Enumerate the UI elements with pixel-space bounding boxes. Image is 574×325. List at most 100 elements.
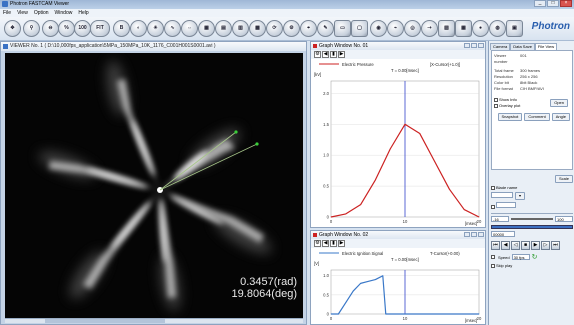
menu-option[interactable]: Option — [33, 10, 49, 16]
graph2-plot[interactable]: Electric Ignition Signal T-Cursor(+0.00) T… — [311, 248, 485, 324]
graph2-toolbar: ⚙ ◀ ▮ ▶ — [311, 239, 485, 248]
maximize-button[interactable]: □ — [547, 0, 559, 7]
graph-next-icon[interactable]: ▶ — [338, 51, 345, 58]
fit-button[interactable]: FIT — [90, 20, 110, 37]
snapshot-button[interactable]: Snapshot — [497, 113, 523, 121]
viewer-scrollbar[interactable] — [5, 318, 303, 323]
loop-checkbox[interactable] — [491, 255, 495, 259]
b-button[interactable]: B — [113, 20, 130, 37]
blade-checkbox[interactable] — [491, 185, 495, 190]
data-point — [345, 302, 347, 303]
chart-icon[interactable]: ▨ — [438, 20, 455, 37]
data-point — [389, 148, 391, 150]
step-back-icon[interactable]: ◀ — [501, 241, 510, 250]
repeat-icon[interactable]: ↻ — [531, 254, 538, 261]
info-row: Resolution 256 x 256 — [494, 74, 570, 80]
measure-icon[interactable]: ⌖ — [300, 20, 317, 37]
menu-help[interactable]: Help — [78, 10, 89, 16]
menu-window[interactable]: Window — [54, 10, 73, 16]
stop-icon[interactable]: ■ — [521, 241, 530, 250]
scale-button[interactable]: Scale — [554, 175, 573, 183]
frame-progress-bar[interactable] — [491, 225, 573, 229]
table-icon[interactable]: ▦ — [455, 20, 472, 37]
graph-prev-icon[interactable]: ◀ — [322, 51, 329, 58]
graph-settings-icon[interactable]: ⚙ — [314, 51, 321, 58]
track-icon[interactable]: ◎ — [404, 20, 421, 37]
current-frame-field[interactable]: 00000 — [491, 231, 515, 237]
x-tick-label: 10 — [403, 316, 408, 321]
contrast-icon[interactable]: ◐ — [130, 20, 147, 37]
last-frame-icon[interactable]: ⏭ — [551, 241, 560, 250]
blade-select[interactable] — [491, 192, 513, 198]
pen-icon[interactable]: ✎ — [317, 20, 334, 37]
play-reverse-icon[interactable]: ◁ — [511, 241, 520, 250]
comment-button[interactable]: Comment — [524, 113, 550, 121]
step-forward-icon[interactable]: ▷ — [541, 241, 550, 250]
graph2-close[interactable] — [478, 232, 484, 237]
spray-image[interactable]: 0.3457(rad) 19.8064(deg) — [5, 53, 303, 320]
menu-file[interactable]: File — [3, 10, 12, 16]
grid-icon[interactable]: ▤ — [215, 20, 232, 37]
graph2-minimize[interactable] — [464, 232, 470, 237]
graph1-maximize[interactable] — [471, 43, 477, 48]
end-frame-field[interactable]: 100 — [555, 216, 573, 222]
tab-camera[interactable]: Camera — [490, 43, 511, 50]
zoom-out-icon[interactable]: ⊖ — [42, 20, 59, 37]
show-info-checkbox[interactable] — [494, 97, 498, 102]
zoom-100-button[interactable]: 100 — [74, 20, 91, 37]
graph-settings-icon[interactable]: ⚙ — [314, 240, 321, 247]
graph1-minimize[interactable] — [464, 43, 470, 48]
minimize-button[interactable]: _ — [534, 0, 546, 7]
open-button[interactable]: Open — [550, 99, 568, 107]
curve-icon[interactable]: ∿ — [164, 20, 181, 37]
data-point — [419, 133, 421, 134]
tab-file-view[interactable]: File View — [534, 43, 558, 50]
frame-icon[interactable]: ▣ — [506, 20, 523, 37]
color-icon[interactable]: ▩ — [249, 20, 266, 37]
graph-pause-icon[interactable]: ▮ — [330, 240, 337, 247]
dot-icon[interactable]: ◍ — [489, 20, 506, 37]
play-icon[interactable]: ▶ — [531, 241, 540, 250]
display-icon[interactable]: ▦ — [198, 20, 215, 37]
close-button[interactable]: × — [560, 0, 572, 7]
skip-play-checkbox[interactable] — [491, 263, 495, 268]
tab-data-save[interactable]: Data Save — [510, 43, 535, 50]
graph-prev-icon[interactable]: ◀ — [322, 240, 329, 247]
frame-range-track[interactable] — [511, 218, 553, 220]
brightness-icon[interactable]: ☀ — [147, 20, 164, 37]
menu-view[interactable]: View — [17, 10, 28, 16]
graph1-close[interactable] — [478, 43, 484, 48]
graph1-title: Graph Window No. 01 — [319, 43, 369, 49]
first-frame-icon[interactable]: ⏮ — [491, 241, 500, 250]
record-icon[interactable]: ● — [472, 20, 489, 37]
green-circle-icon[interactable]: ◉ — [370, 20, 387, 37]
arrow-icon[interactable]: ⇢ — [421, 20, 438, 37]
action-buttons: Snapshot Comment Angle — [494, 113, 570, 121]
zoom-percent-button[interactable]: % — [58, 20, 75, 37]
graph-next-icon[interactable]: ▶ — [338, 240, 345, 247]
start-frame-field[interactable]: -16 — [491, 216, 509, 222]
graph2-maximize[interactable] — [471, 232, 477, 237]
angle-button[interactable]: Angle — [551, 113, 570, 121]
file-view-tab-body: Viewer number 001 Total frame 300 frames … — [491, 50, 573, 170]
skip-field[interactable] — [496, 202, 516, 208]
move-icon[interactable]: ✥ — [4, 20, 21, 37]
layout-icon[interactable]: ▥ — [232, 20, 249, 37]
tool-icon[interactable]: ⚙ — [283, 20, 300, 37]
overlay-checkbox[interactable] — [494, 103, 498, 108]
rotate-icon[interactable]: ⟳ — [266, 20, 283, 37]
shift-icon[interactable]: ⇔ — [181, 20, 198, 37]
cursor-label: [X-Cursor(+1.0)] — [430, 62, 460, 67]
graph-icon[interactable]: ⌁ — [387, 20, 404, 37]
scrollbar-thumb[interactable] — [45, 319, 165, 323]
skip-checkbox-top[interactable] — [491, 204, 495, 209]
zoom-icon[interactable]: ⚲ — [23, 20, 40, 37]
graph1-plot[interactable]: Electric Pressure [X-Cursor(+1.0)] T = 0.0… — [311, 59, 485, 227]
x-tick-label: 10 — [403, 219, 408, 224]
blade-option-button[interactable]: ▾ — [515, 192, 526, 200]
window-icon[interactable]: ▢ — [351, 20, 368, 37]
save-icon[interactable]: ▭ — [334, 20, 351, 37]
panel-tabs: Camera Data Save File View — [489, 41, 574, 50]
speed-select[interactable]: 30 fps — [511, 254, 530, 260]
graph-pause-icon[interactable]: ▮ — [330, 51, 337, 58]
